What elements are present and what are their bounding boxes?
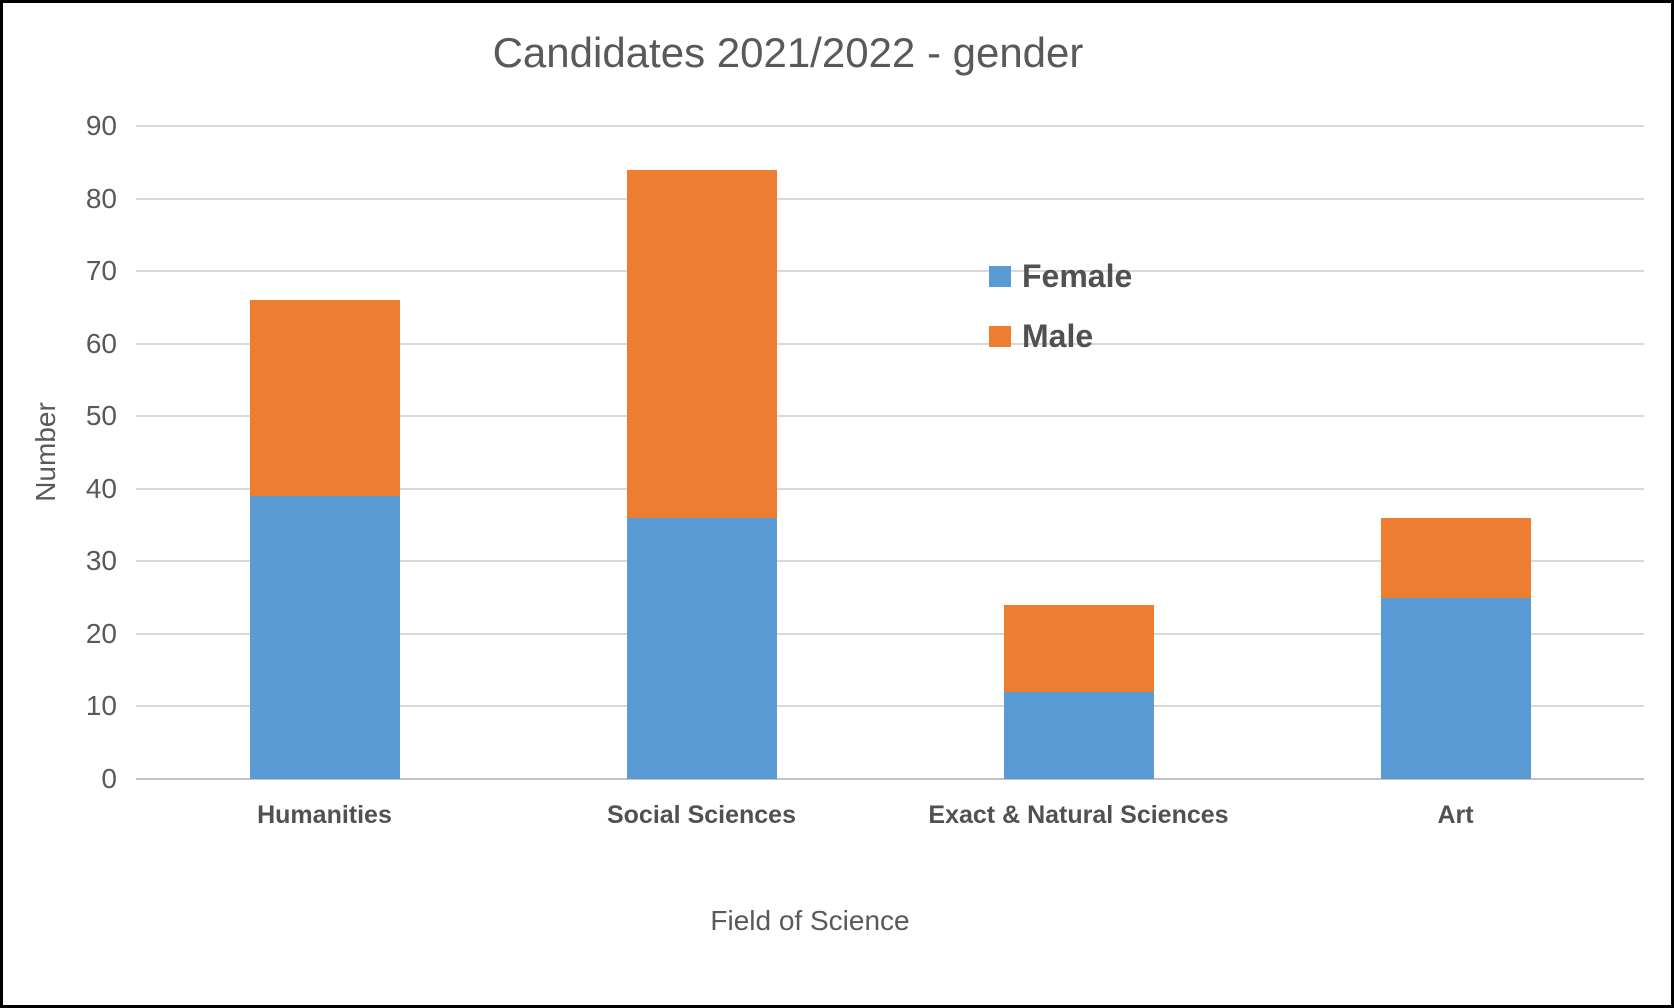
y-tick-label: 20 [85,617,117,649]
legend-item-female[interactable]: Female [989,258,1133,294]
legend: Female Male [989,258,1133,385]
y-tick-label: 0 [101,763,117,794]
bar-segment-female[interactable] [626,517,777,779]
gridline [136,125,1644,127]
gridline [136,342,1644,345]
x-axis-line [136,778,1644,780]
bar-segment-female[interactable] [249,496,400,779]
legend-label: Male [1022,318,1094,354]
gridline [136,487,1644,490]
plot-area: Female Male [136,125,1644,780]
bar-group [1380,126,1531,779]
y-tick-label: 70 [85,255,117,287]
gridline [136,632,1644,635]
bar-group [626,126,777,779]
legend-swatch-icon [989,265,1011,287]
y-tick-label: 60 [85,327,117,359]
x-category-label: Humanities [257,801,392,829]
bar-group [1003,126,1154,779]
x-category-label: Exact & Natural Sciences [928,801,1229,829]
chart-title: Candidates 2021/2022 - gender [492,29,1084,76]
gridline [136,197,1644,200]
bar-segment-male[interactable] [249,300,400,497]
gridline [136,560,1644,563]
legend-label: Female [1022,258,1133,294]
y-tick-label: 40 [85,472,117,504]
legend-item-male[interactable]: Male [989,318,1132,354]
y-tick-label: 10 [85,690,117,722]
x-axis-title: Field of Science [710,905,910,936]
bar-segment-male[interactable] [1380,517,1531,598]
y-tick-label: 50 [85,400,117,432]
bar-segment-male[interactable] [626,169,777,518]
legend-swatch-icon [989,325,1011,347]
gridline [136,415,1644,418]
bar-segment-female[interactable] [1380,597,1531,779]
bar-group [249,126,400,779]
bar-segment-female[interactable] [1003,691,1154,779]
y-tick-label: 30 [85,545,117,577]
gridline [136,270,1644,273]
y-tick-label: 80 [85,182,117,214]
y-tick-label: 90 [85,110,117,141]
gridline [136,705,1644,708]
x-category-label: Art [1437,801,1474,829]
bar-segment-male[interactable] [1003,604,1154,692]
x-category-label: Social Sciences [606,801,796,829]
